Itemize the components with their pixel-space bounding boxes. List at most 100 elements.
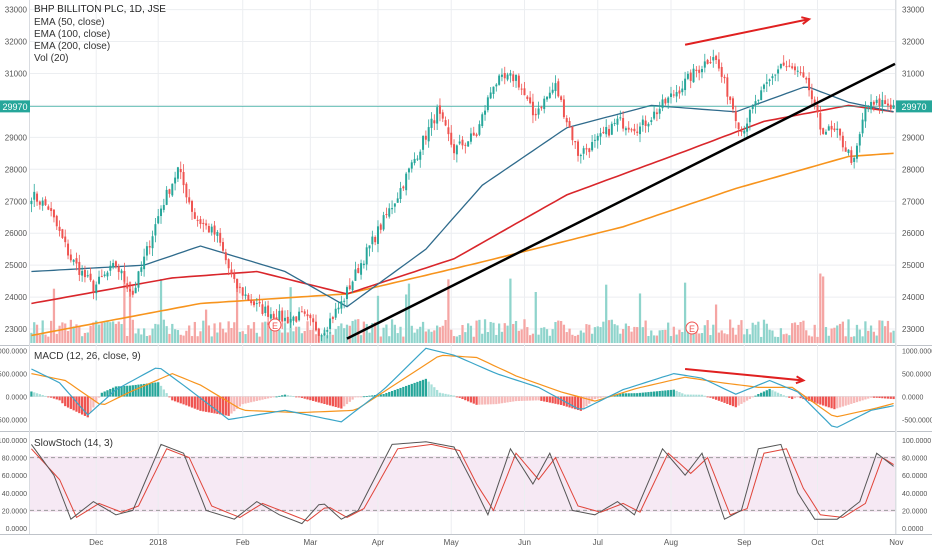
- volume-bar: [619, 333, 622, 343]
- macd-histogram-bar: [252, 396, 256, 402]
- candle-body: [588, 148, 591, 153]
- volume-bar: [827, 335, 830, 343]
- volume-bar: [762, 319, 766, 343]
- candle-body: [526, 96, 529, 99]
- volume-bar: [362, 321, 366, 343]
- macd-histogram-bar: [638, 392, 642, 397]
- candle-body: [92, 280, 95, 293]
- macd-histogram-bar: [675, 390, 678, 397]
- candle-body: [236, 278, 239, 289]
- candle-body: [447, 127, 450, 135]
- macd-title[interactable]: MACD (12, 26, close, 9): [34, 351, 141, 362]
- candle-body: [641, 119, 644, 126]
- volume-bar: [686, 326, 690, 343]
- macd-histogram-bar: [106, 390, 109, 397]
- legend-ema50[interactable]: EMA (50, close): [34, 17, 105, 28]
- volume-bar: [75, 324, 78, 343]
- volume-bar: [588, 324, 591, 343]
- macd-histogram-bar: [283, 394, 287, 397]
- candle-body: [689, 72, 692, 81]
- candle-body: [278, 310, 281, 321]
- candle-body: [765, 82, 768, 84]
- candle-body: [836, 128, 839, 130]
- stoch-title[interactable]: SlowStoch (14, 3): [34, 438, 113, 449]
- volume-bar: [151, 328, 154, 343]
- macd-histogram-bar: [822, 396, 825, 406]
- macd-histogram-bar: [362, 396, 366, 398]
- candle-body: [867, 108, 870, 110]
- legend-ema100[interactable]: EMA (100, close): [34, 29, 110, 40]
- macd-histogram-bar: [230, 396, 233, 414]
- macd-histogram-bar: [686, 394, 690, 397]
- candle-body: [686, 73, 689, 79]
- volume-bar: [864, 321, 867, 343]
- candle-body: [658, 108, 661, 114]
- volume-bar: [658, 330, 661, 343]
- candle-body: [374, 236, 377, 243]
- volume-bar: [878, 320, 881, 343]
- candle-body: [830, 125, 833, 130]
- macd-histogram-bar: [864, 396, 867, 400]
- volume-bar: [737, 324, 740, 343]
- macd-histogram-bar: [582, 396, 585, 409]
- volume-bar: [368, 332, 371, 343]
- volume-bar: [703, 325, 706, 343]
- macd-histogram-bar: [520, 396, 523, 401]
- volume-bar: [227, 321, 230, 343]
- candle-body: [357, 268, 360, 273]
- candle-body: [298, 311, 301, 321]
- macd-histogram-bar: [503, 396, 506, 403]
- candle-body: [58, 226, 61, 231]
- macd-histogram-bar: [345, 396, 349, 405]
- volume-bar: [86, 332, 89, 343]
- candle-body: [619, 117, 622, 119]
- volume-bar: [760, 336, 763, 343]
- legend-ema200[interactable]: EMA (200, close): [34, 41, 110, 52]
- earnings-markers[interactable]: E E: [268, 318, 699, 335]
- macd-tick-left: 0.0000: [6, 395, 28, 402]
- candle-body: [757, 99, 760, 101]
- macd-histogram-bar: [35, 393, 39, 397]
- macd-histogram-bar: [483, 396, 487, 405]
- macd-histogram-bar: [455, 396, 458, 398]
- volume-bar: [574, 335, 577, 343]
- volume-bar: [340, 323, 343, 343]
- stoch-pane: [30, 441, 895, 525]
- candle-body: [329, 318, 332, 329]
- macd-histogram-bar: [405, 385, 408, 397]
- macd-histogram-bar: [447, 394, 450, 397]
- macd-histogram-bar: [709, 396, 712, 398]
- macd-histogram-bar: [768, 388, 771, 397]
- candle-body: [396, 198, 399, 203]
- candle-body: [295, 316, 298, 322]
- earnings-marker-1[interactable]: E: [272, 321, 278, 331]
- macd-histogram-bar: [517, 396, 520, 401]
- volume-bar: [740, 320, 743, 343]
- volume-bar: [447, 279, 450, 343]
- candle-body: [30, 200, 33, 205]
- candle-body: [129, 289, 132, 292]
- volume-bar: [455, 336, 458, 343]
- candle-body: [388, 208, 391, 217]
- macd-tick-right: 0.0000: [902, 395, 924, 402]
- macd-histogram-bar: [737, 396, 740, 406]
- volume-bar: [869, 325, 873, 343]
- macd-histogram-bar: [495, 396, 498, 405]
- volume-bar: [416, 329, 419, 343]
- volume-bar: [624, 323, 628, 343]
- volume-bar: [114, 323, 118, 343]
- macd-histogram-bar: [875, 396, 878, 398]
- stoch-tick-right: 40.0000: [902, 491, 927, 498]
- earnings-marker-2[interactable]: E: [689, 324, 695, 334]
- candle-body: [219, 232, 222, 243]
- volume-bar: [636, 327, 639, 343]
- macd-histogram-bar: [754, 395, 757, 397]
- candle-body: [667, 97, 670, 103]
- macd-histogram-bar: [142, 383, 146, 397]
- candle-body: [492, 86, 495, 94]
- price-badges: 29970 29970: [0, 100, 932, 113]
- volume-bar: [506, 325, 509, 343]
- macd-histogram-bar: [182, 396, 185, 405]
- legend-volume[interactable]: Vol (20): [34, 53, 68, 64]
